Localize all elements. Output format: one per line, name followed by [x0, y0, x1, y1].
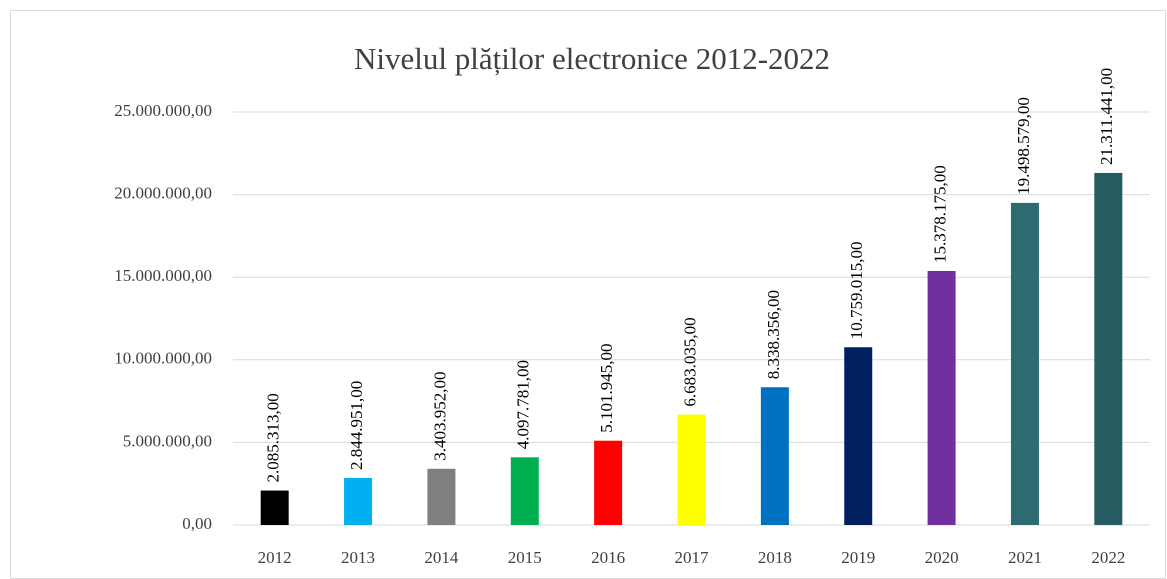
bar: [260, 490, 289, 525]
bar: [1094, 172, 1123, 525]
y-tick-label: 25.000.000,00: [114, 101, 212, 120]
data-label: 10.759.015,00: [847, 242, 866, 340]
chart-border: [10, 10, 1166, 579]
x-tick-label: 2015: [508, 548, 542, 567]
chart-title: Nivelul plăților electronice 2012-2022: [354, 41, 830, 76]
y-tick-label: 10.000.000,00: [114, 349, 212, 368]
y-tick-label: 15.000.000,00: [114, 266, 212, 285]
x-tick-label: 2013: [341, 548, 375, 567]
data-label: 2.844.951,00: [347, 381, 366, 470]
bar: [844, 347, 873, 525]
x-tick-label: 2012: [258, 548, 292, 567]
data-label: 3.403.952,00: [430, 372, 449, 461]
x-tick-label: 2022: [1091, 548, 1125, 567]
y-tick-label: 0,00: [182, 514, 212, 533]
data-label: 8.338.356,00: [764, 290, 783, 379]
bar: [510, 457, 539, 525]
bar: [344, 478, 373, 525]
data-label: 19.498.579,00: [1014, 97, 1033, 195]
bar: [677, 414, 706, 525]
x-tick-label: 2019: [841, 548, 875, 567]
data-label: 2.085.313,00: [264, 393, 283, 482]
x-tick-label: 2018: [758, 548, 792, 567]
x-tick-label: 2016: [591, 548, 625, 567]
data-label: 4.097.781,00: [514, 360, 533, 449]
data-label: 6.683.035,00: [680, 317, 699, 406]
y-tick-label: 20.000.000,00: [114, 184, 212, 203]
bar: [927, 270, 956, 525]
data-label: 5.101.945,00: [597, 343, 616, 432]
data-label: 21.311.441,00: [1097, 68, 1116, 165]
y-tick-label: 5.000.000,00: [123, 431, 212, 450]
data-label: 15.378.175,00: [930, 165, 949, 263]
bar: [760, 387, 789, 525]
x-tick-label: 2014: [424, 548, 459, 567]
bar: [594, 440, 623, 525]
x-tick-label: 2017: [675, 548, 710, 567]
x-tick-label: 2020: [925, 548, 959, 567]
bar: [427, 468, 456, 525]
x-tick-label: 2021: [1008, 548, 1042, 567]
bar: [1010, 202, 1039, 525]
